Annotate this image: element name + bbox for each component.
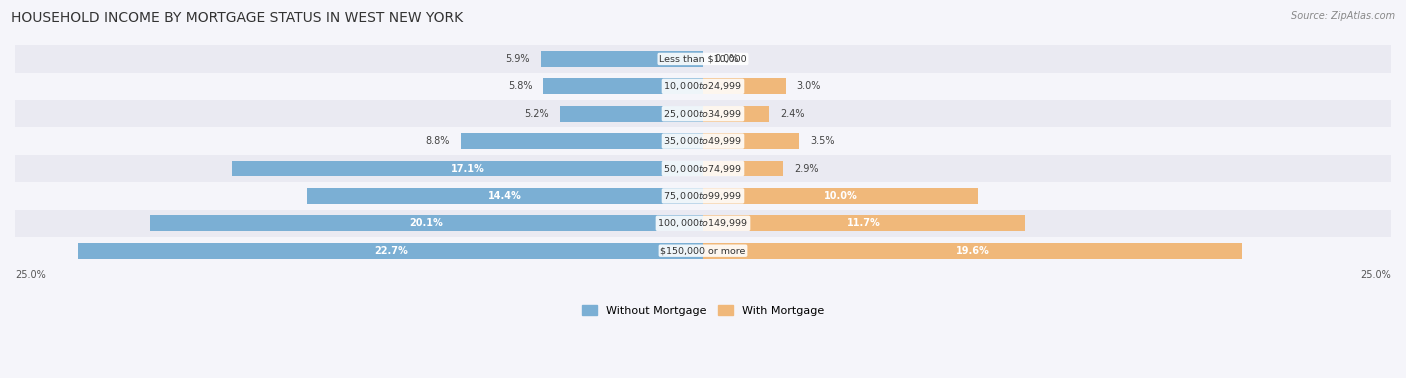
- Bar: [150, 215, 703, 231]
- Bar: [307, 188, 703, 204]
- Bar: [79, 243, 703, 259]
- Bar: [232, 161, 703, 177]
- Text: 17.1%: 17.1%: [451, 164, 485, 174]
- Text: $35,000 to $49,999: $35,000 to $49,999: [664, 135, 742, 147]
- Bar: [15, 209, 1391, 237]
- Text: 3.5%: 3.5%: [810, 136, 835, 146]
- Text: $150,000 or more: $150,000 or more: [661, 246, 745, 255]
- Text: $75,000 to $99,999: $75,000 to $99,999: [664, 190, 742, 202]
- Text: $25,000 to $34,999: $25,000 to $34,999: [664, 108, 742, 120]
- Text: 5.2%: 5.2%: [524, 109, 548, 119]
- Text: 20.1%: 20.1%: [409, 218, 443, 228]
- Bar: [703, 133, 800, 149]
- Bar: [703, 161, 783, 177]
- Text: HOUSEHOLD INCOME BY MORTGAGE STATUS IN WEST NEW YORK: HOUSEHOLD INCOME BY MORTGAGE STATUS IN W…: [11, 11, 464, 25]
- Text: Source: ZipAtlas.com: Source: ZipAtlas.com: [1291, 11, 1395, 21]
- Text: 11.7%: 11.7%: [848, 218, 882, 228]
- Text: 8.8%: 8.8%: [426, 136, 450, 146]
- Text: Less than $10,000: Less than $10,000: [659, 54, 747, 64]
- Text: 5.8%: 5.8%: [508, 81, 533, 91]
- Bar: [15, 155, 1391, 182]
- Text: 22.7%: 22.7%: [374, 246, 408, 256]
- Text: 5.9%: 5.9%: [505, 54, 530, 64]
- Text: $10,000 to $24,999: $10,000 to $24,999: [664, 81, 742, 92]
- Text: 2.9%: 2.9%: [794, 164, 818, 174]
- Text: $50,000 to $74,999: $50,000 to $74,999: [664, 163, 742, 175]
- Text: 25.0%: 25.0%: [1360, 270, 1391, 280]
- Bar: [541, 51, 703, 67]
- Bar: [703, 215, 1025, 231]
- Text: 0.0%: 0.0%: [714, 54, 738, 64]
- Text: 3.0%: 3.0%: [797, 81, 821, 91]
- Bar: [15, 73, 1391, 100]
- Bar: [461, 133, 703, 149]
- Bar: [703, 78, 786, 94]
- Text: 10.0%: 10.0%: [824, 191, 858, 201]
- Bar: [703, 243, 1243, 259]
- Bar: [560, 106, 703, 122]
- Bar: [703, 106, 769, 122]
- Text: 2.4%: 2.4%: [780, 109, 804, 119]
- Text: $100,000 to $149,999: $100,000 to $149,999: [658, 217, 748, 229]
- Legend: Without Mortgage, With Mortgage: Without Mortgage, With Mortgage: [578, 301, 828, 320]
- Bar: [15, 100, 1391, 127]
- Bar: [543, 78, 703, 94]
- Bar: [703, 188, 979, 204]
- Text: 25.0%: 25.0%: [15, 270, 46, 280]
- Text: 14.4%: 14.4%: [488, 191, 522, 201]
- Bar: [15, 182, 1391, 209]
- Bar: [15, 237, 1391, 264]
- Text: 19.6%: 19.6%: [956, 246, 990, 256]
- Bar: [15, 45, 1391, 73]
- Bar: [15, 127, 1391, 155]
